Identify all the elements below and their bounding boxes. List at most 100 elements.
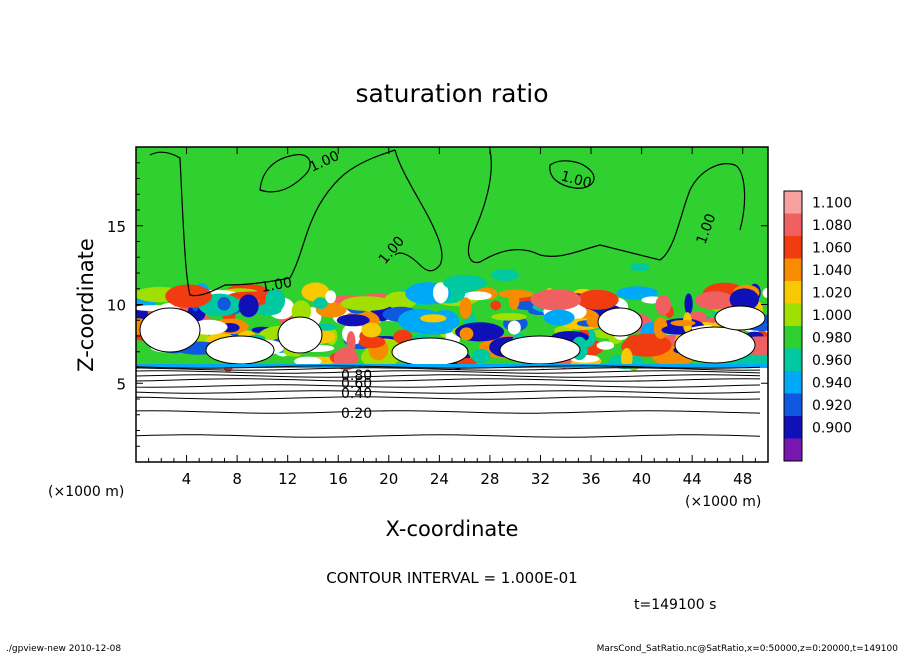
y-tick-label: 5 [116,375,126,393]
cloud-mound [597,307,643,337]
colorbar-segment [784,258,802,282]
colorbar-label: 1.000 [812,308,852,324]
x-tick-label: 24 [430,470,449,488]
y-axis-label: Z-coordinate [74,238,98,372]
cloud-mound [499,335,581,365]
colorbar-segment [784,213,802,237]
contour-line-upper-2 [259,153,311,193]
field-patch [507,320,521,335]
contour-interval: CONTOUR INTERVAL = 1.000E-01 [326,569,577,587]
field-patch [543,309,575,326]
contour-line-lower [136,390,761,394]
colorbar-label: 1.060 [812,240,852,256]
cloud-mound [391,337,469,367]
field-patch [463,291,492,301]
contour-label: 0.60 [341,376,372,392]
contour-label: 0.80 [341,368,372,384]
x-tick-label: 48 [733,470,752,488]
field-patch [623,333,672,357]
field-patch [762,288,768,298]
contour-line-upper-4 [467,149,746,264]
field-patch [490,300,502,311]
x-axis-ticks: 4 8 12 16 20 24 28 32 36 40 44 48 [148,147,756,488]
field-patch [634,336,644,354]
contour-line-lower [136,384,761,388]
x-tick-label: 20 [379,470,398,488]
time-label: t=149100 s [634,597,716,613]
field-patch [508,289,520,310]
field-patch [410,286,421,300]
colorbar-label: 1.040 [812,263,852,279]
field-patch [670,320,696,327]
field-patch [621,348,633,369]
field-patch [616,286,659,300]
field-patch [361,322,382,338]
field-patch [420,314,447,323]
contour-line-upper-1 [149,149,396,297]
colorbar-label: 0.980 [812,330,852,346]
contour-line-lower [136,434,761,438]
footer-right: MarsCond_SatRatio.nc@SatRatio,x=0:50000,… [597,644,899,654]
x-tick-label: 4 [182,470,192,488]
colorbar-label: 1.100 [812,195,852,211]
contour-line-lower [136,396,761,400]
x-unit-left: (×1000 m) [48,484,124,500]
contour-line-lower [136,374,761,378]
field-region-subsaturated [136,365,768,462]
field-patch [165,284,213,308]
field-patch [255,304,282,316]
colorbar-label: 0.900 [812,420,852,436]
colorbar-segment [784,281,802,304]
colorbar-frame [783,190,803,462]
contour-line-lower [136,370,761,374]
chart-title: saturation ratio [355,79,548,108]
field-patch [346,331,356,354]
field-patch [294,356,322,366]
field-patch [217,297,231,311]
x-tick-label: 12 [278,470,297,488]
field-patch [336,314,370,327]
field-patch [459,327,474,341]
colorbar-segment [784,416,802,439]
contour-line-lower [136,378,761,382]
colorbar-label: 1.080 [812,218,852,234]
contour-label: 1.00 [559,168,593,192]
x-unit-right: (×1000 m) [685,494,761,510]
contour-label: 0.40 [341,386,372,402]
plot-field [136,147,768,462]
cloud-mound [139,307,201,353]
field-patch [471,348,491,363]
y-tick-label: 10 [107,297,126,315]
cloud-mound [277,316,323,354]
field-band-low [136,364,768,368]
contour-line-lower [136,367,761,371]
field-patch [313,297,328,309]
x-tick-label: 28 [480,470,499,488]
colorbar-segment [784,348,802,372]
colorbar-segment [784,326,802,349]
colorbar-segment [784,191,802,214]
contour-line-upper-5 [549,160,595,189]
field-patch [630,263,650,271]
x-tick-label: 40 [632,470,651,488]
field-patch [576,289,619,310]
field-patch [653,317,668,339]
lower-contour-lines [136,365,761,438]
colorbar-label: 0.960 [812,353,852,369]
cloud-mound [674,326,756,364]
y-axis-ticks: 5 10 15 [107,162,768,447]
colorbar-segment [784,303,802,327]
x-tick-label: 16 [329,470,348,488]
field-patch [433,282,449,304]
contour-label: 0.20 [341,406,372,422]
field-patch [325,290,337,304]
field-patch [491,269,519,281]
field-patch [340,296,393,311]
x-tick-label: 32 [531,470,550,488]
field-patch [655,295,671,316]
footer-left: ./gpview-new 2010-12-08 [6,644,121,654]
field-patch [238,294,259,318]
cloud-mound [714,305,766,331]
y-tick-label: 15 [107,218,126,236]
